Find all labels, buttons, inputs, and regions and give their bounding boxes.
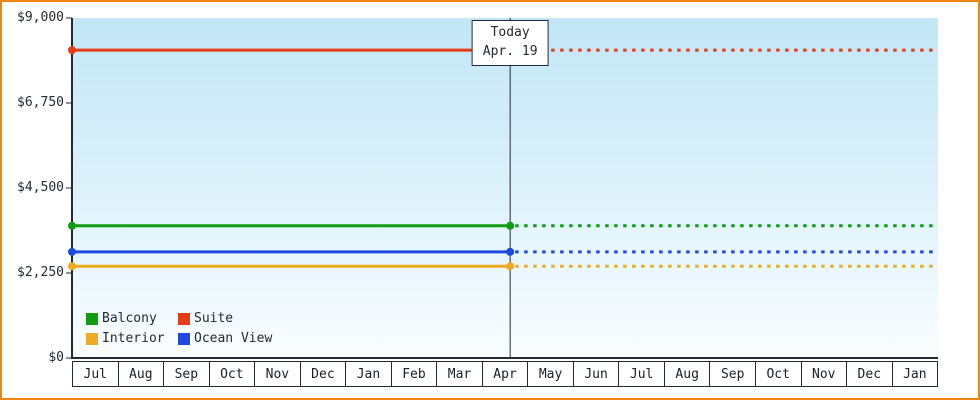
series-point-today-interior	[506, 262, 515, 271]
x-axis-month-label: Jan	[891, 361, 939, 387]
x-axis-month-label: Dec	[846, 361, 893, 387]
legend-label: Interior	[102, 331, 165, 346]
x-axis-month-label: May	[527, 361, 574, 387]
x-axis-month-label: Jun	[572, 361, 620, 387]
legend-swatch-ocean-view	[178, 332, 190, 345]
y-axis-tick-label: $2,250	[17, 265, 64, 280]
x-axis-month-label: Oct	[208, 361, 256, 387]
series-point-start-interior	[68, 262, 76, 271]
x-axis-month-label: Aug	[117, 361, 165, 387]
today-annotation-title: Today	[490, 25, 530, 40]
x-axis-month-label: Jul	[72, 361, 119, 387]
x-axis-month-label: Dec	[299, 361, 347, 387]
legend-label: Ocean View	[194, 331, 273, 346]
series-point-start-suite	[68, 46, 76, 55]
series-point-today-ocean-view	[506, 247, 515, 256]
legend-swatch-balcony	[86, 312, 98, 325]
x-axis-month-row: Jul Aug Sep Oct Nov Dec Jan Feb Mar Apr May Jun Jul A…	[72, 361, 939, 387]
legend-label: Suite	[194, 311, 234, 326]
plot-area	[72, 18, 938, 358]
legend: Balcony Suite Interior Ocean View	[86, 311, 272, 346]
x-axis-month-label: Nov	[254, 361, 301, 387]
y-axis-tick-label: $0	[48, 350, 64, 365]
today-annotation-date: Apr. 19	[482, 43, 538, 59]
y-axis-tick-label: $4,500	[17, 180, 64, 195]
x-axis-month-label: Sep	[709, 361, 756, 387]
legend-item-ocean-view: Ocean View	[178, 331, 272, 346]
x-axis-month-label: Jul	[618, 361, 665, 387]
x-axis-month-label: Aug	[663, 361, 711, 387]
x-axis-month-label: Jan	[345, 361, 392, 387]
y-axis-tick-label: $9,000	[17, 10, 64, 25]
today-annotation: Today Apr. 19	[471, 20, 549, 66]
x-axis-month-label: Mar	[436, 361, 483, 387]
y-axis-tick-label: $6,750	[17, 95, 64, 110]
series-point-today-balcony	[506, 221, 515, 230]
legend-swatch-interior	[86, 332, 98, 345]
x-axis-month-label: Sep	[163, 361, 210, 387]
series-point-start-ocean-view	[68, 247, 76, 256]
x-axis-month-label: Apr	[481, 361, 529, 387]
series-point-start-balcony	[68, 221, 76, 230]
legend-swatch-suite	[178, 312, 190, 325]
legend-item-balcony: Balcony	[86, 311, 178, 326]
x-axis-month-label: Feb	[390, 361, 438, 387]
legend-label: Balcony	[102, 311, 157, 326]
x-axis-month-label: Nov	[800, 361, 848, 387]
legend-item-suite: Suite	[178, 311, 272, 326]
x-axis-month-label: Oct	[754, 361, 802, 387]
legend-item-interior: Interior	[86, 331, 178, 346]
